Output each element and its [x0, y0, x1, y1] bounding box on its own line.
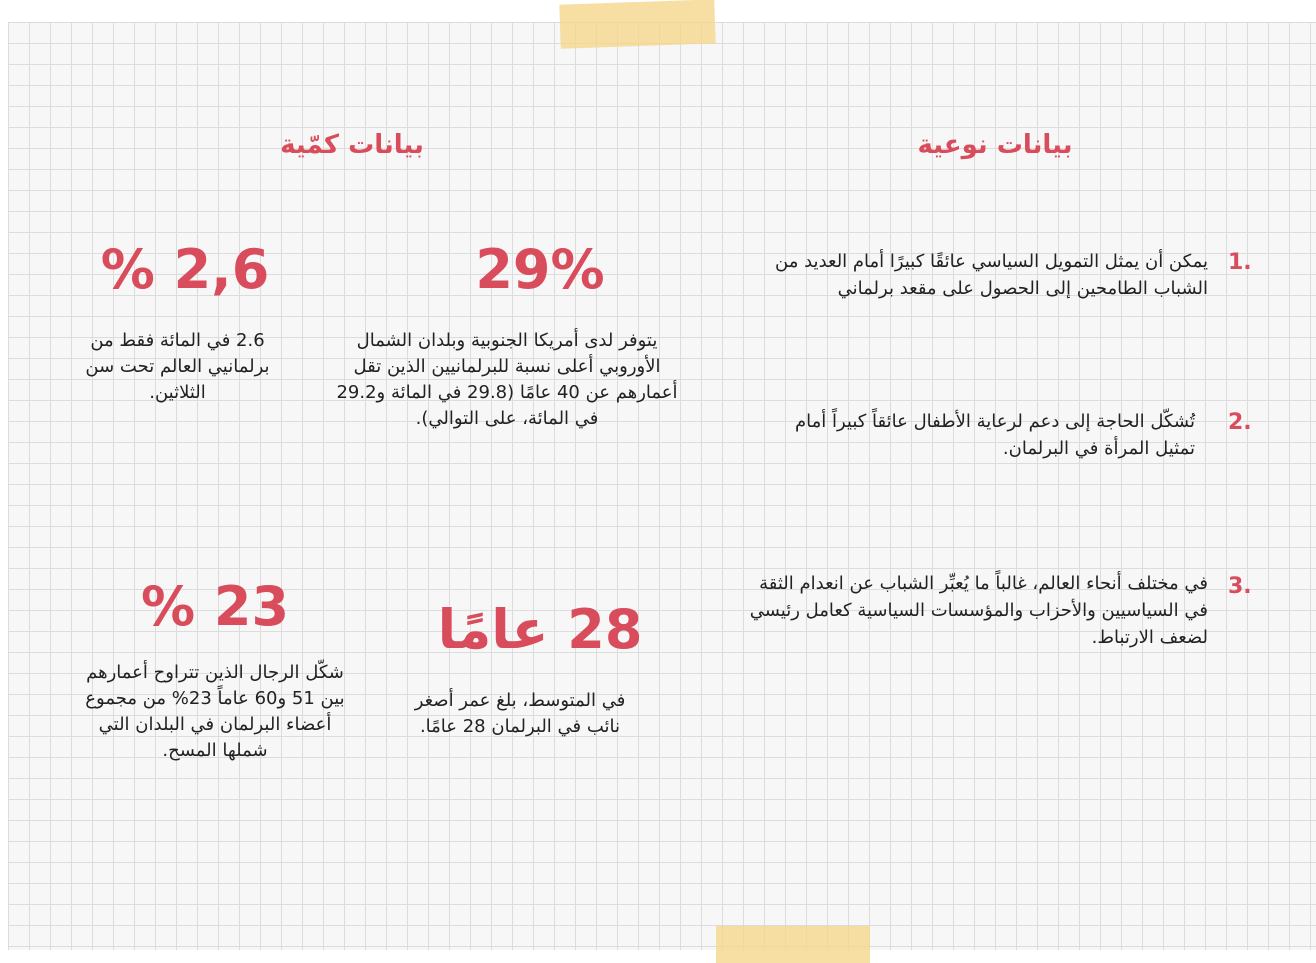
tape	[716, 926, 870, 963]
stat-text: يتوفر لدى أمريكا الجنوبية وبلدان الشمال …	[336, 330, 678, 429]
item-text: في مختلف أنحاء العالم، غالباً ما يُعبِّر…	[749, 573, 1208, 648]
item-text: تُشكّل الحاجة إلى دعم لرعاية الأطفال عائ…	[794, 411, 1195, 459]
item-text: يمكن أن يمثل التمويل السياسي عائقًا كبير…	[775, 251, 1208, 299]
stat-figure: 23 %	[140, 575, 290, 638]
stat-text: شكّل الرجال الذين تتراوح أعمارهم بين 51 …	[85, 662, 345, 761]
stat-figure: 28 عامًا	[437, 598, 643, 661]
heading: بيانات نوعية	[917, 130, 1073, 160]
item-number: 1.	[1228, 250, 1252, 275]
heading: بيانات كمّية	[280, 130, 424, 160]
item-number: 2.	[1228, 410, 1252, 435]
item-number: 3.	[1228, 574, 1252, 599]
stat-text: في المتوسط، بلغ عمر أصغر نائب في البرلما…	[414, 690, 626, 737]
stat-figure: 29%	[475, 238, 605, 301]
grid-paper	[8, 22, 1316, 950]
stat-text: 2.6 في المائة فقط من برلمانيي العالم تحت…	[85, 330, 270, 403]
stat-figure: 2,6 %	[100, 238, 270, 301]
tape	[559, 0, 716, 49]
